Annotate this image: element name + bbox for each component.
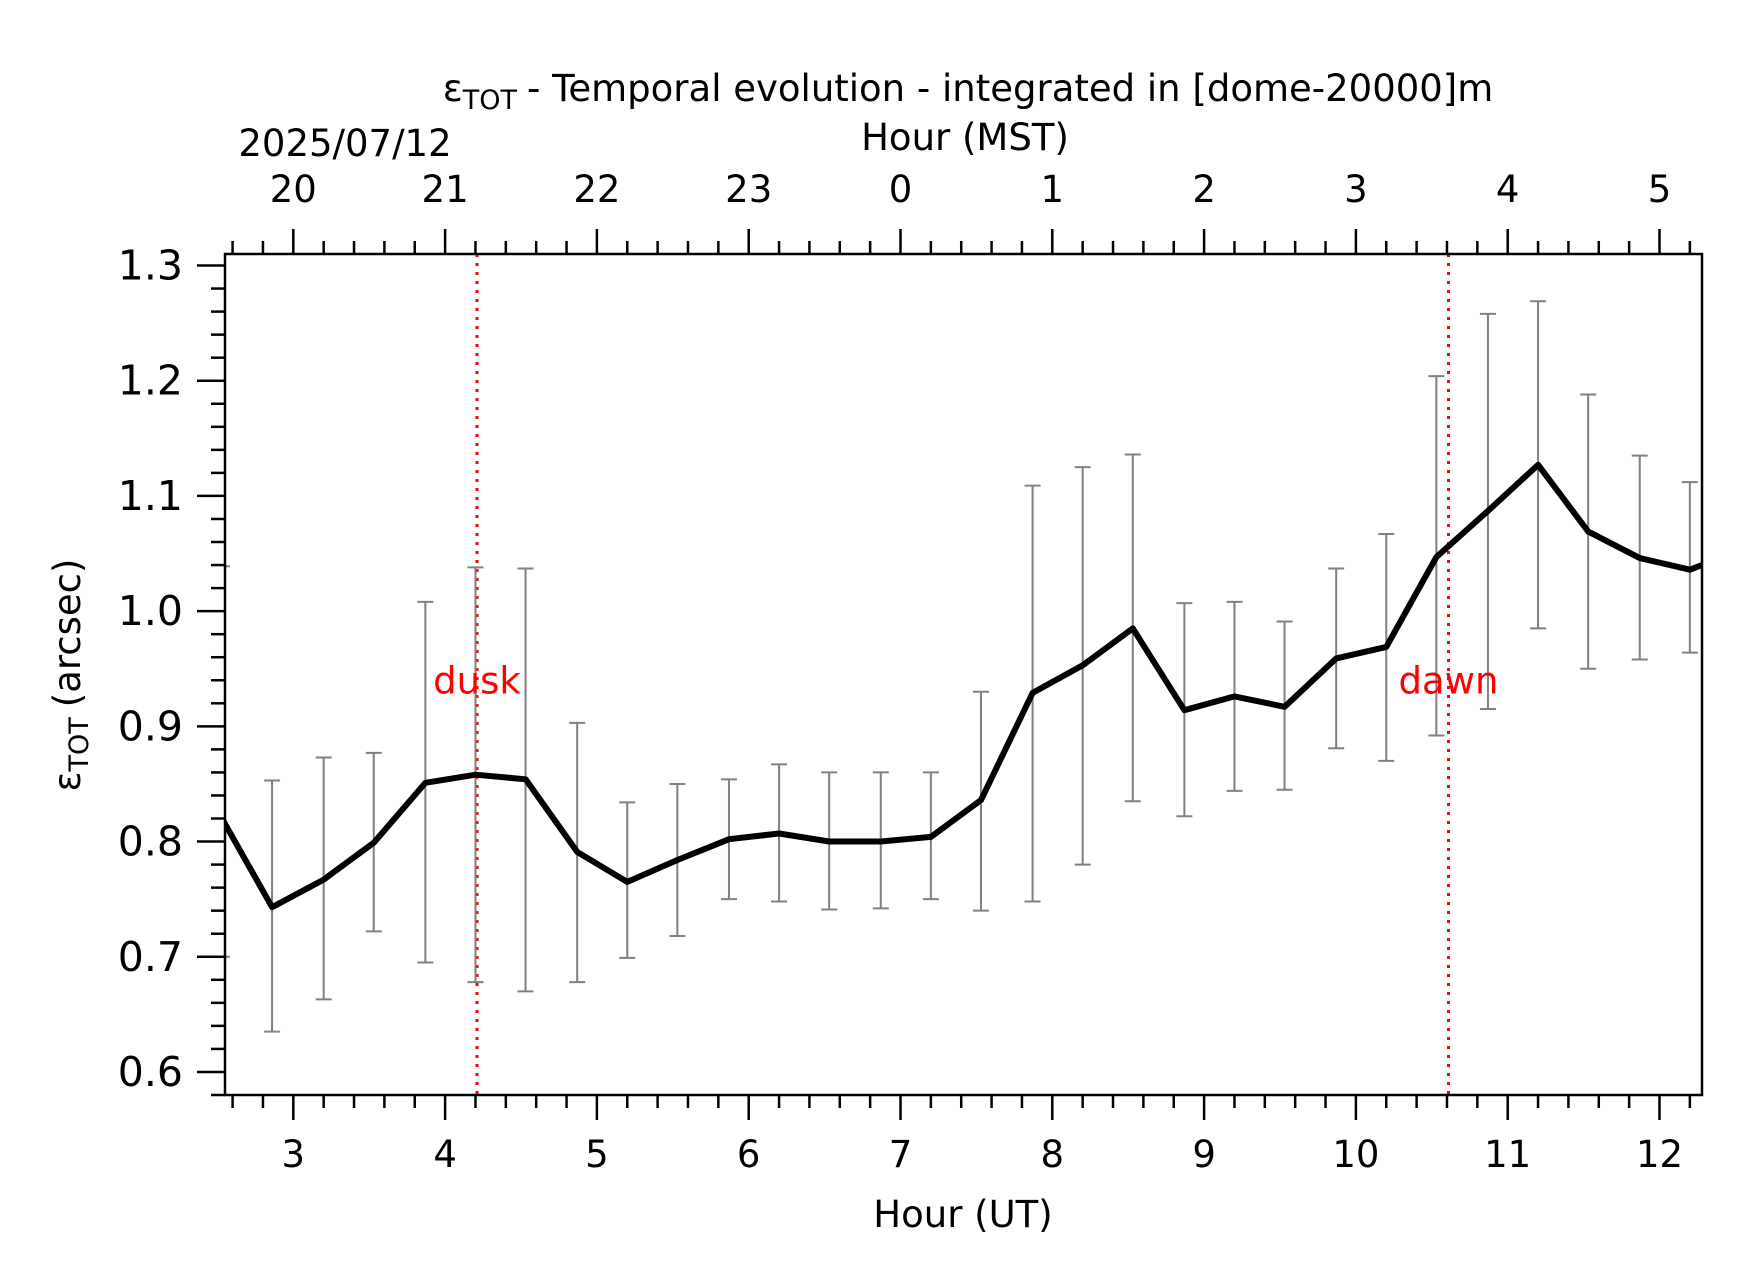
x-tick-label: 11 (1484, 1133, 1531, 1176)
x-tick-label: 12 (1636, 1133, 1683, 1176)
x-axis-label: Hour (UT) (873, 1193, 1052, 1236)
date-label: 2025/07/12 (238, 122, 451, 165)
x-tick-label: 10 (1332, 1133, 1379, 1176)
x2-tick-label: 22 (573, 168, 620, 211)
x2-tick-label: 2 (1192, 168, 1216, 211)
chart-title: εTOT - Temporal evolution - integrated in… (443, 67, 1494, 116)
x-tick-label: 5 (585, 1133, 609, 1176)
reference-lines-layer (475, 254, 1450, 1095)
x2-tick-label: 4 (1496, 168, 1520, 211)
x-tick-label: 6 (737, 1133, 761, 1176)
x2-tick-label: 3 (1344, 168, 1368, 211)
x2-tick-label: 1 (1041, 168, 1065, 211)
y-tick-label: 1.1 (118, 472, 183, 520)
x-tick-label: 3 (282, 1133, 306, 1176)
reference-label-dawn: dawn (1399, 659, 1499, 702)
x-tick-label: 9 (1192, 1133, 1216, 1176)
x2-tick-label: 23 (725, 168, 772, 211)
y-tick-label: 1.3 (118, 242, 183, 290)
x2-tick-label: 5 (1648, 168, 1672, 211)
y-tick-label: 0.9 (118, 702, 183, 750)
title-symbol: ε (443, 67, 463, 110)
x-tick-label: 8 (1041, 1133, 1065, 1176)
title-text: - Temporal evolution - integrated in [do… (527, 67, 1493, 110)
y-tick-label: 0.7 (118, 933, 183, 981)
ylabel-symbol: ε (46, 771, 89, 791)
x-tick-label: 7 (889, 1133, 913, 1176)
x-tick-label: 4 (433, 1133, 457, 1176)
reference-label-dusk: dusk (433, 659, 521, 702)
y-tick-label: 1.2 (118, 357, 183, 405)
y-tick-label: 1.0 (118, 587, 183, 635)
y-tick-label: 0.8 (118, 818, 183, 866)
ylabel-unit: (arcsec) (46, 559, 89, 708)
y-axis-label: εTOT (arcsec) (46, 559, 95, 792)
x2-tick-label: 0 (889, 168, 913, 211)
x2-axis-label: Hour (MST) (861, 116, 1069, 159)
plot-frame (223, 252, 1704, 1097)
annotations-layer: dusk dawn (433, 659, 1498, 702)
x2-tick-label: 21 (422, 168, 469, 211)
y-tick-label: 0.6 (118, 1048, 183, 1096)
title-symbol-subscript: TOT (462, 85, 518, 116)
ylabel-subscript: TOT (64, 717, 95, 773)
series-layer (225, 461, 1702, 911)
x2-tick-label: 20 (270, 168, 317, 211)
series-line (225, 461, 1702, 911)
